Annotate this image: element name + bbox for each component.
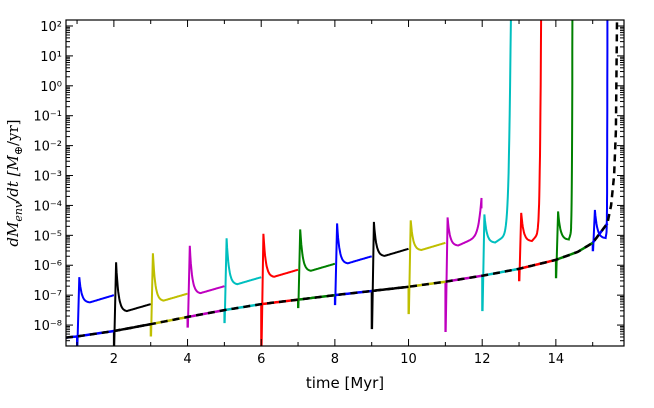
x-tick-label: 6 — [257, 352, 265, 367]
x-tick-label: 2 — [110, 352, 118, 367]
y-tick-label: 10¹ — [40, 50, 62, 65]
y-tick-label: 10⁻⁷ — [33, 289, 62, 304]
baseline-layer — [66, 20, 619, 339]
series-line-6myr — [260, 233, 299, 346]
series-line-5myr — [223, 238, 262, 324]
series-line-9myr — [370, 221, 409, 330]
series-line-11myr — [444, 197, 483, 332]
y-tick-label: 10² — [40, 20, 62, 35]
x-tick-label: 8 — [331, 352, 339, 367]
baseline-segment — [518, 258, 557, 271]
series-line-12myr — [481, 20, 512, 312]
x-axis-label: time [Myr] — [306, 374, 384, 392]
series-line-15myr — [591, 20, 609, 252]
series-line-2myr — [112, 262, 152, 346]
series-line-7myr — [297, 229, 336, 309]
y-tick-label: 10⁻⁸ — [33, 319, 62, 334]
plot-frame — [65, 19, 625, 347]
y-tick-label: 10⁻¹ — [33, 110, 62, 125]
y-axis-label-tail: /dt [M — [4, 155, 22, 204]
series-line-14myr — [554, 20, 574, 279]
x-tick-label: 14 — [548, 352, 565, 367]
baseline-segment — [150, 315, 188, 326]
y-tick-label: 10⁰ — [40, 80, 62, 95]
y-tick-label: 10⁻² — [33, 140, 62, 155]
series-line-1myr — [76, 277, 115, 346]
baseline-segment — [187, 308, 225, 319]
y-axis-label-sub: env — [12, 201, 25, 222]
series-line-13myr — [518, 20, 543, 282]
y-axis-label-units-sub: ⊕ — [12, 146, 25, 155]
ticks-layer: 2 4 6 8 10 12 14 10⁻⁸ 10⁻⁷ 10⁻⁶ 10⁻⁵ 10⁻⁴ 10⁻³ 10⁻² 10… — [33, 20, 624, 367]
series-line-8myr — [333, 223, 373, 306]
x-tick-label: 12 — [474, 352, 491, 367]
baseline-segment — [481, 267, 520, 277]
y-tick-label: 10⁻⁴ — [33, 199, 62, 214]
x-tick-label: 4 — [183, 352, 191, 367]
series-layer — [76, 20, 609, 346]
series-line-3myr — [149, 253, 188, 337]
y-tick-label: 10⁻³ — [33, 170, 62, 185]
y-axis-label-units-tail: /yr] — [4, 119, 22, 146]
y-axis-label: dMenv/dt [M⊕/yr] — [4, 119, 25, 246]
series-line-10myr — [407, 220, 446, 315]
baseline-segment — [224, 302, 262, 312]
y-tick-label: 10⁻⁶ — [33, 259, 62, 274]
baseline-dashed-line — [66, 20, 619, 339]
y-axis-label-math: dM — [4, 221, 22, 247]
series-line-4myr — [186, 245, 225, 328]
x-tick-label: 10 — [400, 352, 417, 367]
y-tick-label: 10⁻⁵ — [33, 229, 62, 244]
